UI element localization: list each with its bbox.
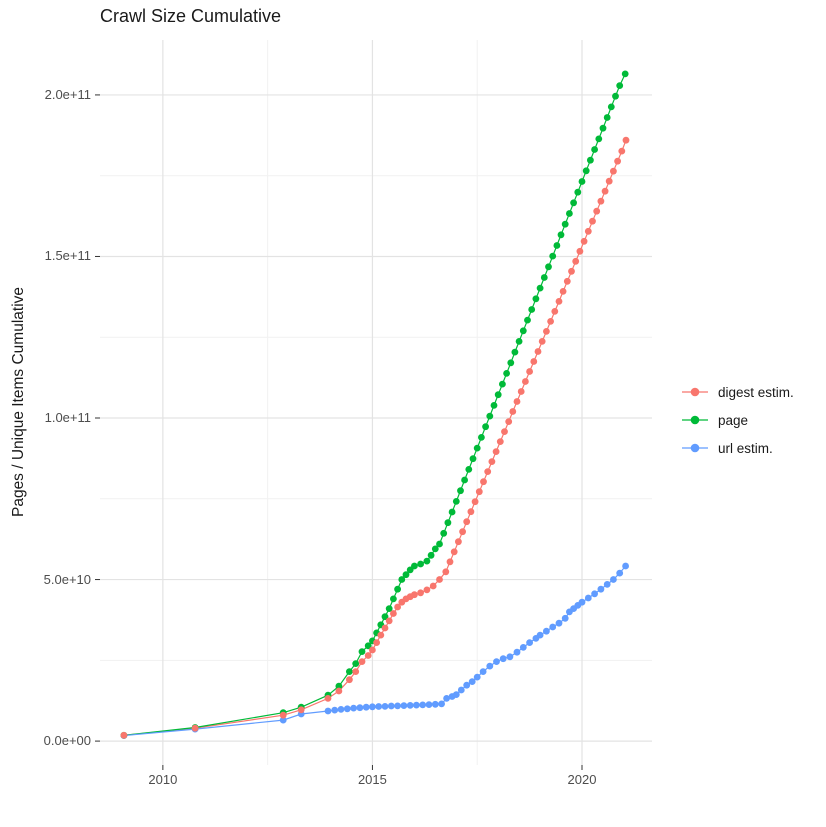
legend-label-url-estim: url estim. <box>718 440 773 456</box>
legend-key-digest-icon <box>682 387 708 397</box>
y-axis-title: Pages / Unique Items Cumulative <box>10 286 27 518</box>
legend-label-digest-estim: digest estim. <box>718 384 794 400</box>
legend-key-page-icon <box>682 415 708 425</box>
legend: digest estim. page url estim. <box>680 378 794 462</box>
legend-item-url-estim: url estim. <box>680 434 794 462</box>
legend-key-url-icon <box>682 443 708 453</box>
legend-item-digest-estim: digest estim. <box>680 378 794 406</box>
chart-title: Crawl Size Cumulative <box>100 6 282 26</box>
legend-item-page: page <box>680 406 794 434</box>
legend-label-page: page <box>718 412 749 428</box>
